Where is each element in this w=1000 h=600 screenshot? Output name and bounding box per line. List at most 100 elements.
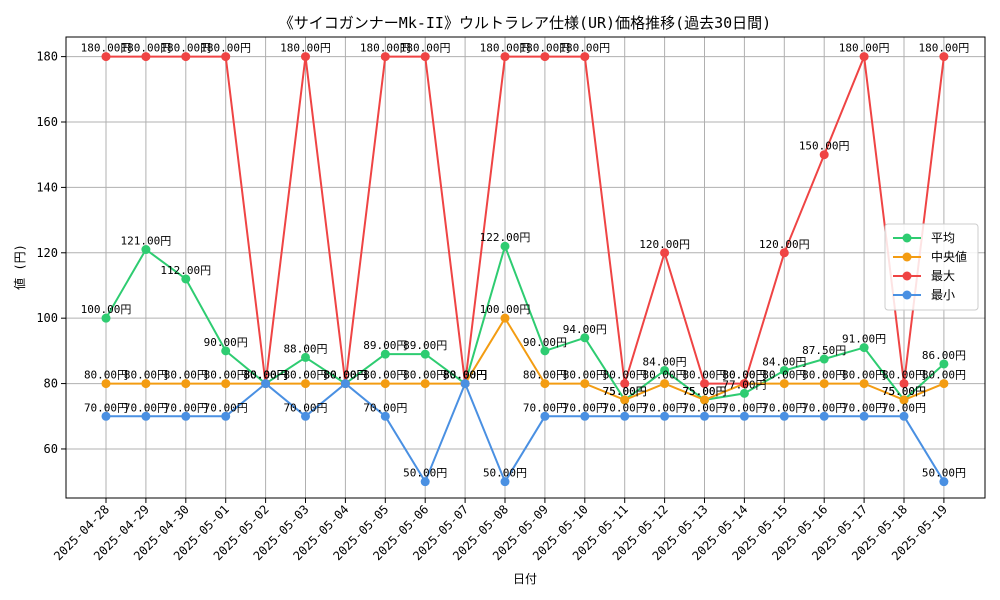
data-point	[700, 379, 709, 389]
data-label: 80.00円	[323, 369, 367, 382]
x-axis-label: 日付	[513, 572, 537, 586]
data-label: 70.00円	[164, 401, 208, 414]
chart-title: 《サイコガンナーMk-II》ウルトラレア仕様(UR)価格推移(過去30日間)	[279, 14, 771, 32]
data-point	[500, 313, 510, 323]
data-point	[340, 379, 350, 389]
data-label: 84.00円	[643, 355, 687, 368]
data-label: 80.00円	[283, 369, 327, 382]
data-point	[859, 52, 869, 62]
data-point	[101, 379, 111, 389]
data-label: 120.00円	[759, 238, 810, 251]
data-label: 180.00円	[520, 42, 571, 55]
data-label: 180.00円	[919, 42, 970, 55]
data-point	[141, 379, 151, 389]
data-label: 80.00円	[603, 369, 647, 382]
data-point	[939, 52, 949, 62]
data-point	[700, 411, 709, 421]
data-label: 75.00円	[682, 385, 726, 398]
data-label: 70.00円	[563, 401, 607, 414]
data-label: 80.00円	[882, 369, 926, 382]
data-point	[181, 52, 191, 62]
data-label: 180.00円	[400, 42, 451, 55]
data-point	[420, 349, 430, 359]
data-label: 80.00円	[244, 369, 288, 382]
data-label: 90.00円	[204, 336, 248, 349]
data-point	[580, 333, 590, 343]
data-point	[460, 379, 470, 389]
legend-marker	[902, 233, 912, 243]
data-label: 70.00円	[523, 401, 567, 414]
data-point	[301, 411, 310, 421]
data-point	[779, 411, 789, 421]
data-point	[540, 52, 550, 62]
data-label: 70.00円	[882, 401, 926, 414]
data-point	[380, 379, 390, 389]
legend-label: 中央値	[931, 249, 967, 264]
data-point	[580, 411, 590, 421]
data-point	[101, 52, 111, 62]
legend-label: 最小	[931, 288, 955, 302]
data-label: 80.00円	[443, 369, 487, 382]
data-point	[620, 411, 630, 421]
data-label: 70.00円	[124, 401, 168, 414]
legend-marker	[902, 271, 912, 281]
data-point	[739, 379, 749, 389]
data-label: 91.00円	[842, 333, 886, 346]
data-label: 100.00円	[81, 303, 132, 316]
data-label: 80.00円	[802, 369, 846, 382]
y-tick-label: 160	[36, 115, 58, 129]
data-point	[420, 379, 430, 389]
data-label: 75.00円	[603, 385, 647, 398]
data-labels: 100.00円 121.00円 112.00円 90.00円 80.00円 88.00円 8…	[81, 42, 970, 480]
data-label: 80.00円	[84, 369, 128, 382]
data-point	[141, 245, 151, 255]
y-tick-label: 60	[44, 442, 58, 456]
data-label: 70.00円	[802, 401, 846, 414]
data-point	[181, 274, 191, 284]
data-point	[221, 346, 231, 356]
data-label: 80.00円	[443, 369, 487, 382]
data-point	[939, 379, 949, 389]
data-point	[101, 411, 111, 421]
data-point	[141, 411, 151, 421]
y-tick-label: 180	[36, 50, 58, 64]
data-label: 80.00円	[523, 369, 567, 382]
series-line	[106, 52, 945, 385]
data-label: 80.00円	[244, 369, 288, 382]
data-label: 121.00円	[121, 235, 172, 248]
y-tick-label: 80	[44, 377, 58, 391]
data-point	[819, 150, 829, 160]
data-label: 70.00円	[204, 401, 248, 414]
data-label: 100.00円	[480, 303, 531, 316]
data-point	[939, 477, 949, 487]
data-label: 75.00円	[682, 385, 726, 398]
y-tick-label: 120	[36, 246, 58, 260]
data-point	[500, 477, 510, 487]
data-label: 70.00円	[842, 401, 886, 414]
data-label: 50.00円	[403, 467, 447, 480]
data-point	[261, 379, 271, 389]
y-tick-label: 140	[36, 180, 58, 194]
data-label: 84.00円	[762, 355, 806, 368]
series-line	[105, 243, 945, 402]
data-label: 87.50円	[802, 344, 846, 357]
data-label: 89.00円	[363, 339, 407, 352]
data-label: 180.00円	[480, 42, 531, 55]
data-label: 80.00円	[722, 369, 766, 382]
data-point	[660, 365, 670, 375]
data-point	[660, 248, 670, 258]
data-point	[660, 411, 670, 421]
data-label: 120.00円	[639, 238, 690, 251]
data-point	[739, 411, 749, 421]
data-point	[899, 411, 909, 421]
data-label: 80.00円	[244, 369, 288, 382]
data-point	[500, 52, 510, 62]
legend-label: 最大	[931, 269, 955, 283]
data-label: 80.00円	[323, 369, 367, 382]
data-label: 80.00円	[762, 369, 806, 382]
data-label: 90.00円	[523, 336, 567, 349]
data-label: 70.00円	[363, 401, 407, 414]
data-point	[221, 52, 231, 62]
data-point	[580, 52, 590, 62]
